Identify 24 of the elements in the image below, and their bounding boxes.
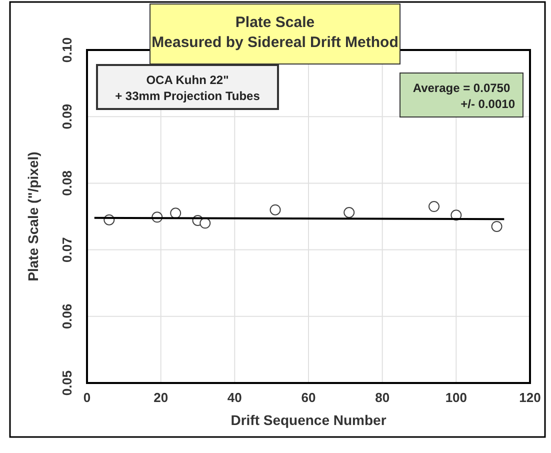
point (170, 208, 182, 219)
x-tick-label: 20 (154, 390, 168, 406)
chart-title: Plate Scale Measured by Sidereal Drift Method (152, 14, 398, 51)
y-axis-title: Plate Scale ("/pixel) (25, 152, 41, 282)
point (200, 218, 211, 229)
x-tick-label: 80 (375, 390, 390, 406)
y-tick-label: 0.10 (60, 37, 75, 63)
x-tick-label: 100 (445, 390, 468, 406)
annotation: Average = 0.0750 +/- 0.0010 (412, 81, 516, 111)
y-tick-label: 0.09 (60, 104, 75, 130)
point (270, 204, 281, 216)
x-tick-label: 0 (83, 390, 91, 406)
point (344, 207, 355, 218)
x-axis-title: Drift Sequence Number (230, 412, 387, 428)
y-tick-label: 0.06 (60, 304, 75, 330)
point (491, 220, 502, 232)
x-tick-label: 120 (519, 390, 541, 406)
x-tick-label: 40 (227, 390, 242, 406)
x-tick-label: 60 (301, 390, 316, 406)
y-tick-label: 0.07 (60, 237, 75, 262)
y-tick-label: 0.05 (60, 370, 75, 396)
annotation: OCA Kuhn 22" + 33mm Projection Tubes (115, 73, 260, 103)
y-tick-label: 0.08 (60, 170, 75, 196)
point (428, 201, 440, 212)
